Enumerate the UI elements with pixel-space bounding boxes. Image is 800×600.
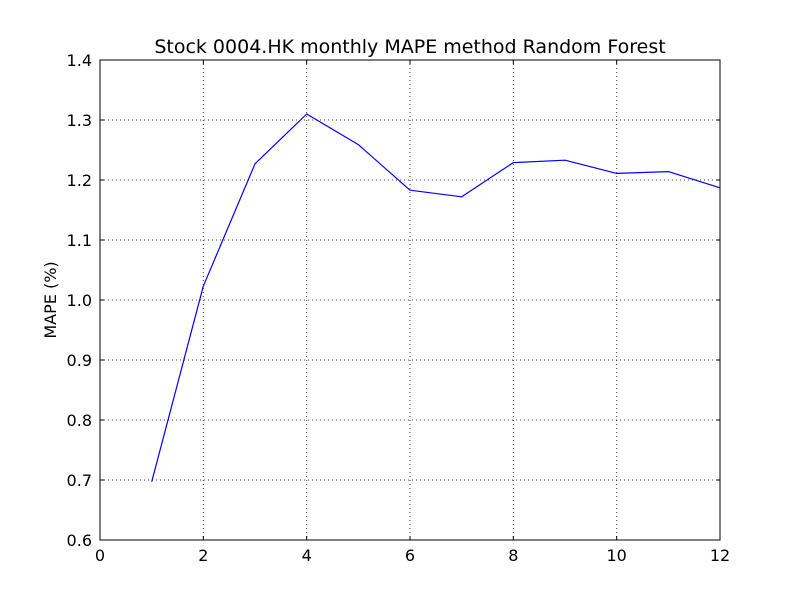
x-tick-label: 4 — [302, 546, 312, 565]
y-tick-label: 1.0 — [67, 291, 92, 310]
x-tick-label: 6 — [405, 546, 415, 565]
y-tick-label: 0.8 — [67, 411, 92, 430]
y-tick-label: 0.7 — [67, 471, 92, 490]
y-tick-label: 1.1 — [67, 231, 92, 250]
x-tick-label: 8 — [508, 546, 518, 565]
chart-title: Stock 0004.HK monthly MAPE method Random… — [154, 36, 665, 58]
x-tick-label: 2 — [198, 546, 208, 565]
y-tick-label: 1.3 — [67, 111, 92, 130]
y-tick-label: 1.2 — [67, 171, 92, 190]
x-tick-label: 0 — [95, 546, 105, 565]
x-tick-label: 12 — [710, 546, 730, 565]
series-layer — [151, 113, 721, 482]
grid-lines — [100, 60, 720, 540]
y-axis-label: MAPE (%) — [41, 261, 60, 338]
axis-ticks: 0 2 4 6 8 10 12 0.6 0.7 0.8 0.9 1.0 1.1 1.2 1.3 1.4 — [67, 51, 731, 565]
mape-series-line — [151, 113, 721, 482]
y-tick-label: 0.6 — [67, 531, 92, 550]
y-tick-label: 1.4 — [67, 51, 92, 70]
y-tick-label: 0.9 — [67, 351, 92, 370]
x-tick-label: 10 — [606, 546, 626, 565]
